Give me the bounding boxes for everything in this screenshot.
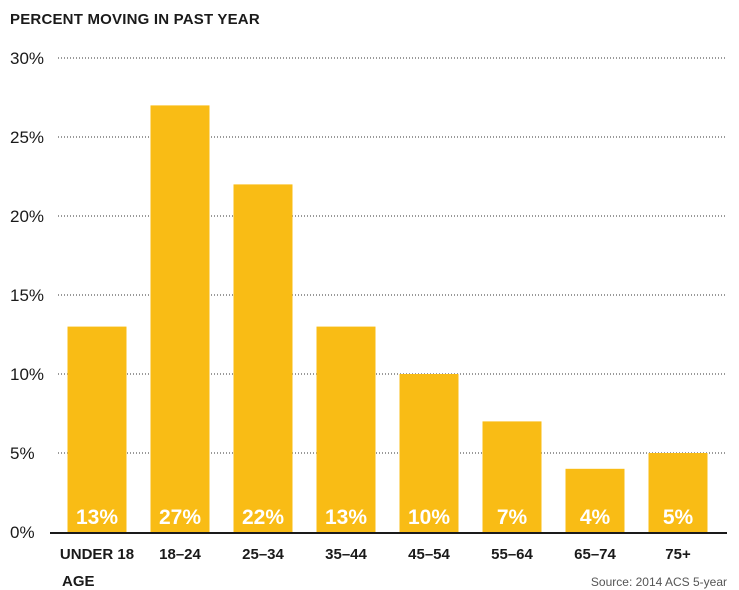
x-tick-label: 18–24 [159,546,201,563]
y-tick-label: 0% [10,523,35,542]
x-tick-label: 55–64 [491,546,533,563]
y-tick-label: 20% [10,207,44,226]
bar-data-label: 22% [242,506,284,529]
bar [150,105,210,533]
bar [482,421,542,532]
bar-data-label: 13% [76,506,118,529]
y-tick-label: 25% [10,128,44,147]
x-tick-label: 75+ [665,546,691,563]
bar [648,453,708,532]
bar-data-label: 10% [408,506,450,529]
y-tick-label: 15% [10,286,44,305]
bar [399,374,459,532]
bar [233,184,293,532]
source-note: Source: 2014 ACS 5-year [591,575,727,589]
bars [67,105,708,533]
x-axis-label: AGE [62,573,95,590]
x-tick-label: 35–44 [325,546,367,563]
bar-data-label: 13% [325,506,367,529]
y-axis-ticks: 0% 5% 10% 15% 20% 25% 30% [10,49,44,542]
bar-data-label: 7% [497,506,528,529]
y-tick-label: 30% [10,49,44,68]
y-tick-label: 10% [10,365,44,384]
y-tick-label: 5% [10,444,35,463]
x-tick-label: 25–34 [242,546,284,563]
bar-data-labels: 13% 27% 22% 13% 10% 7% 4% 5% [76,506,694,529]
bar [67,326,127,532]
x-tick-label: 65–74 [574,546,616,563]
bar-data-label: 27% [159,506,201,529]
bar [316,326,376,532]
chart-title: PERCENT MOVING IN PAST YEAR [10,11,260,28]
x-tick-label: 45–54 [408,546,450,563]
bar-data-label: 4% [580,506,611,529]
bar [565,468,625,532]
bar-data-label: 5% [663,506,694,529]
x-axis-ticks: UNDER 18 18–24 25–34 35–44 45–54 55–64 65–74 75… [60,546,691,563]
x-tick-label: UNDER 18 [60,546,134,563]
